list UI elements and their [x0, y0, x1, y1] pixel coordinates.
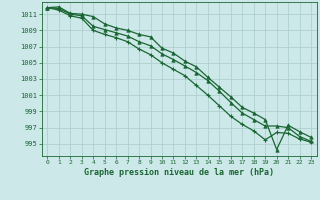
X-axis label: Graphe pression niveau de la mer (hPa): Graphe pression niveau de la mer (hPa)	[84, 168, 274, 177]
